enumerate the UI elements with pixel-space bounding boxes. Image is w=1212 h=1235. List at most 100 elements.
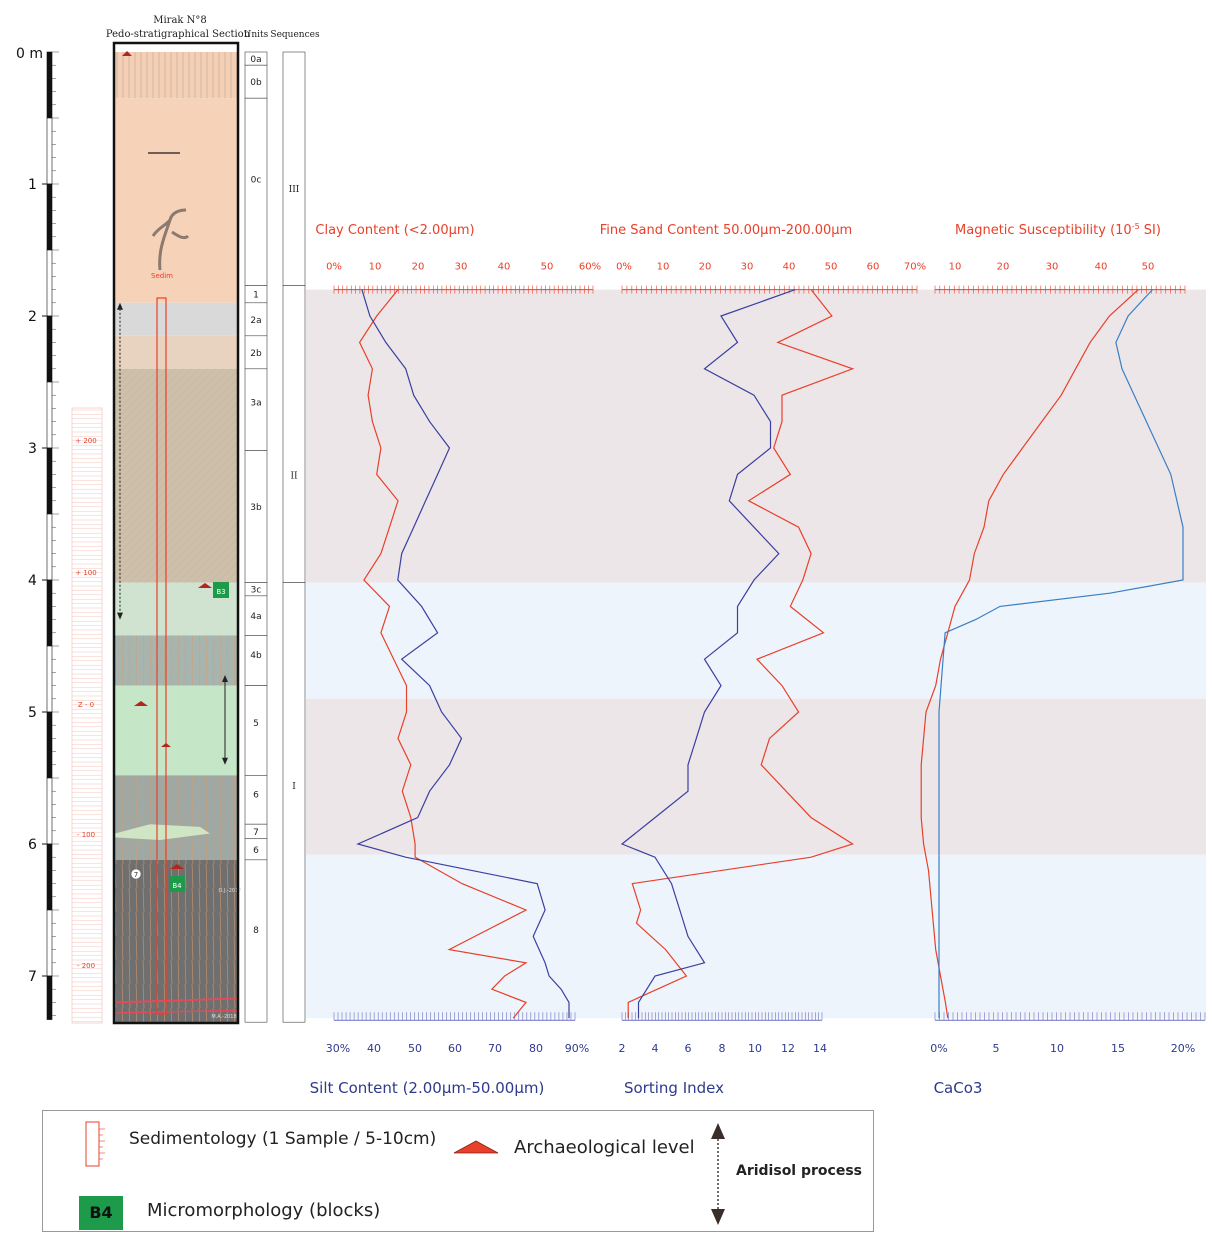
top-axis-tick-label: 20 (997, 262, 1010, 273)
depth-scale-segment (46, 909, 53, 977)
section-stamp-ma: M.A.-2018 (211, 1014, 236, 1020)
top-axis-tick-label: 30 (1046, 262, 1059, 273)
depth-scale-segment (46, 843, 53, 911)
series-line-panel2-bottom (620, 289, 796, 1019)
top-axis-tick-label: 40 (783, 262, 796, 273)
bottom-axis-tick-label: 10 (1050, 1042, 1064, 1055)
unit-label: 2b (250, 349, 262, 359)
depth-unit-label: 0 m (16, 46, 43, 62)
top-axis-tick-label: 20 (699, 262, 712, 273)
unit-7-marker (130, 868, 142, 880)
sequence-label: III (289, 185, 300, 195)
sedimentology-legend-label: Sedimentology (1 Sample / 5-10cm) (129, 1129, 437, 1149)
sequence-box (282, 51, 306, 286)
depth-tick-label: 6 (28, 837, 37, 853)
top-axis-tick-label: 10 (657, 262, 670, 273)
relative-scale-label: - 200 (77, 962, 95, 970)
unit-label: 6 (253, 790, 259, 800)
sedimentology-legend-icon (85, 1121, 105, 1167)
unit-box (244, 97, 268, 286)
depth-scale-segment (46, 579, 53, 647)
panel1-bottom-axis-title: Silt Content (2.00µm-50.00µm) (310, 1079, 545, 1097)
stratigraphic-section-column: Mirak N°8 Pedo-stratigraphical Section U… (106, 15, 320, 1025)
unit-label: 3b (250, 503, 262, 513)
section-layer (115, 335, 237, 369)
mag-sus-title-sup: -5 (1132, 222, 1140, 231)
bottom-axis-tick-label: 0% (930, 1042, 947, 1055)
section-red-line (114, 997, 238, 1004)
panel3-bottom-axis-title: CaCo3 (934, 1079, 983, 1097)
micromorph-block-b3 (213, 582, 229, 598)
depth-tick-label: 4 (28, 573, 37, 589)
section-layer-texture (115, 635, 237, 686)
section-layer-texture (115, 52, 237, 99)
chart-series (356, 289, 1184, 1019)
relative-scale-label: - 100 (77, 831, 95, 839)
section-subtitle: Pedo-stratigraphical Section (106, 29, 251, 40)
bottom-axis-tick-label: 5 (993, 1042, 1000, 1055)
bottom-axis-tick-label: 14 (813, 1042, 827, 1055)
archaeological-level-icon (453, 1140, 499, 1154)
top-axis-tick-label: 0% (326, 262, 342, 273)
unit-label: 3c (251, 586, 262, 596)
bottom-axis-tick-label: 6 (685, 1042, 692, 1055)
chart-axis-titles: Clay Content (<2.00µm) Fine Sand Content… (310, 222, 1161, 1097)
unit-label: 0b (250, 78, 262, 88)
unit-box (244, 450, 268, 583)
legend-box: Sedimentology (1 Sample / 5-10cm) Archae… (42, 1110, 874, 1232)
relative-depth-scale: + 200 + 100 Z - 0 - 100 - 200 (71, 407, 103, 1024)
bottom-axis-tick-label: 70 (488, 1042, 502, 1055)
top-axis-tick-label: 40 (498, 262, 511, 273)
series-line-panel1-top (358, 289, 528, 1019)
top-axis-tick-label: 10 (369, 262, 382, 273)
archaeological-level-marker (134, 701, 148, 706)
depth-tick-label: 7 (28, 969, 37, 985)
top-axis-tick-label: 50 (1142, 262, 1155, 273)
unit-label: 7 (253, 828, 259, 838)
unit-label: 5 (253, 719, 259, 729)
depth-scale-segment (46, 645, 53, 713)
shaded-band (306, 698, 1206, 855)
unit-7-marker-label: 7 (134, 871, 138, 879)
depth-scale-segment (46, 183, 53, 251)
depth-tick-label: 2 (28, 309, 37, 325)
unit-label: 0a (250, 55, 261, 65)
bottom-axis-tick-label: 50 (408, 1042, 422, 1055)
bottom-axis-tick-label: 10 (748, 1042, 762, 1055)
depth-scale-segment (46, 777, 53, 845)
aridisol-process-icon (711, 1123, 725, 1225)
micromorph-block-b4-label: B4 (172, 882, 182, 890)
archaeological-level-marker (170, 864, 184, 869)
top-axis-tick-label: 50 (825, 262, 838, 273)
root-drawing-icon (151, 208, 190, 271)
bottom-axis-tick-label: 2 (619, 1042, 626, 1055)
depth-scale-segment (46, 315, 53, 383)
section-layer-texture (115, 775, 237, 860)
unit-box (244, 368, 268, 451)
unit-label: 0c (251, 176, 262, 186)
bottom-axis-tick-label: 15 (1111, 1042, 1125, 1055)
bottom-axis-tick-label: 80 (529, 1042, 543, 1055)
relative-scale-label: Z - 0 (78, 701, 94, 709)
section-layer (115, 302, 237, 336)
archaeological-level-marker (161, 743, 171, 747)
depth-scale-segment (46, 381, 53, 449)
archaeological-level-marker (198, 583, 212, 588)
archaeological-level-marker (122, 51, 132, 56)
micromorphology-legend-label: Micromorphology (blocks) (147, 1200, 381, 1221)
aridisol-arrow-head (117, 302, 123, 310)
micromorphology-legend-badge: B4 (79, 1196, 123, 1230)
top-axis-tick-label: 60% (579, 262, 601, 273)
top-axis-tick-label: 0% (616, 262, 632, 273)
sequences-header: Sequences (270, 30, 320, 40)
sequence-label: I (292, 782, 296, 792)
aridisol-arrow-head (222, 757, 228, 765)
section-layer (115, 98, 237, 303)
bottom-axis-tick-label: 12 (781, 1042, 795, 1055)
section-red-line (114, 1009, 238, 1014)
top-axis-tick-label: 10 (949, 262, 962, 273)
chart-background-bands (306, 289, 1206, 1019)
unit-label: 1 (253, 291, 259, 301)
